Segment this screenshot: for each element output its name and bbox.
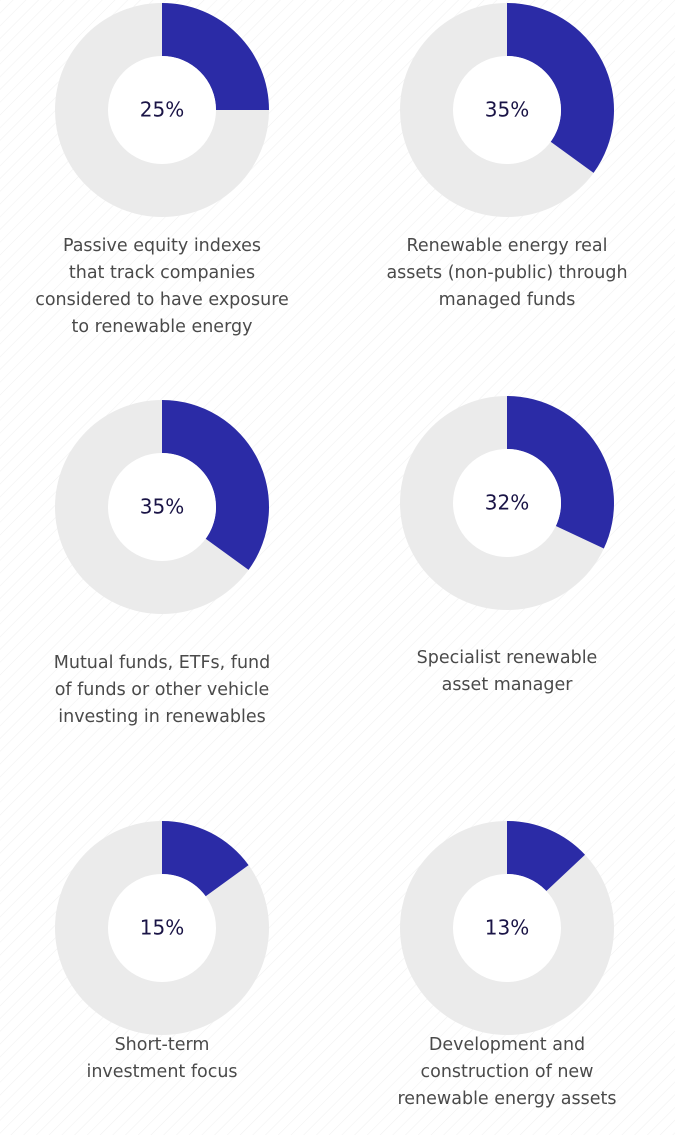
donut-chart: 13% Development and construction of new ren…: [397, 821, 617, 1109]
caption-line: to renewable energy: [72, 317, 253, 337]
caption-line: renewable energy assets: [397, 1089, 616, 1109]
caption-line: Development and: [429, 1035, 585, 1055]
donut-segment: [162, 3, 269, 110]
donut-segment: [162, 821, 249, 897]
donut-segment: [162, 400, 269, 570]
donut-chart: 35% Mutual funds, ETFs, fund of funds or o…: [54, 400, 271, 727]
donut-segment: [507, 3, 614, 173]
caption-line: managed funds: [439, 290, 576, 310]
donut-chart: 15% Short-term investment focus: [55, 821, 269, 1082]
donut-chart: 25% Passive equity indexes that track comp…: [35, 3, 289, 337]
caption-line: investment focus: [86, 1062, 237, 1082]
donut-chart: 35% Renewable energy real assets (non-publ…: [386, 3, 628, 310]
caption-line: assets (non-public) through: [386, 263, 627, 283]
donut-hole: [453, 449, 561, 557]
value-label: 15%: [140, 916, 184, 940]
value-label: 32%: [485, 491, 529, 515]
caption-line: Mutual funds, ETFs, fund: [54, 653, 271, 673]
donut-segment: [507, 396, 614, 549]
caption-line: Short-term: [115, 1035, 210, 1055]
caption-line: of funds or other vehicle: [55, 680, 270, 700]
donut-hole: [108, 56, 216, 164]
caption-line: Renewable energy real: [406, 236, 607, 256]
donut-hole: [453, 874, 561, 982]
value-label: 35%: [140, 495, 184, 519]
value-label: 35%: [485, 98, 529, 122]
donut-chart: 32% Specialist renewable asset manager: [400, 396, 614, 695]
value-label: 25%: [140, 98, 184, 122]
donut-hole: [108, 453, 216, 561]
caption-line: construction of new: [421, 1062, 594, 1082]
value-label: 13%: [485, 916, 529, 940]
caption-line: asset manager: [442, 675, 574, 695]
caption-line: Specialist renewable: [417, 648, 598, 668]
caption-line: investing in renewables: [58, 707, 266, 727]
caption-line: considered to have exposure: [35, 290, 289, 310]
caption-line: that track companies: [69, 263, 255, 283]
donut-segment: [507, 821, 585, 892]
donut-hole: [108, 874, 216, 982]
caption-line: Passive equity indexes: [63, 236, 261, 256]
donut-hole: [453, 56, 561, 164]
